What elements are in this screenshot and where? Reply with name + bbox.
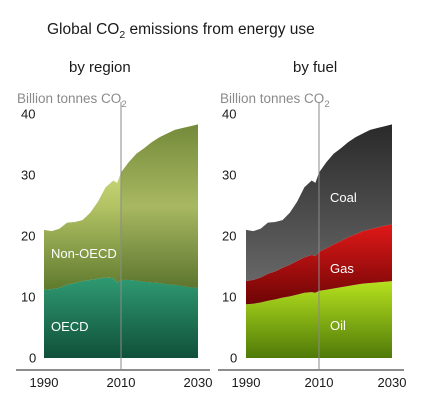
label-gas: Gas [330, 261, 354, 276]
area-non-oecd-projection [121, 124, 198, 288]
figure-title: Global CO2 emissions from energy use [47, 21, 315, 41]
x-tick-label: 2010 [107, 375, 136, 390]
x-tick-label: 1990 [232, 375, 261, 390]
y-tick-label: 30 [222, 168, 236, 183]
left-y-axis-unit: Billion tonnes CO2 [17, 91, 127, 110]
right-y-axis-unit: Billion tonnes CO2 [220, 91, 330, 110]
y-tick-label: 10 [222, 290, 236, 305]
x-tick-label: 2030 [378, 375, 407, 390]
y-tick-label: 30 [21, 168, 35, 183]
x-tick-label: 1990 [30, 375, 59, 390]
y-tick-label: 0 [230, 351, 237, 366]
left-chart-subtitle: by region [69, 59, 131, 76]
right-y-tick-labels: 0 10 20 30 40 [222, 107, 237, 366]
y-tick-label: 40 [222, 107, 236, 122]
y-tick-label: 10 [21, 290, 35, 305]
left-x-tick-labels: 1990 2010 2030 [30, 375, 213, 390]
label-coal: Coal [330, 190, 357, 205]
x-tick-label: 2030 [184, 375, 213, 390]
y-tick-label: 20 [222, 229, 236, 244]
x-tick-label: 2010 [305, 375, 334, 390]
y-tick-label: 40 [21, 107, 35, 122]
y-tick-label: 0 [29, 351, 36, 366]
label-non-oecd: Non-OECD [51, 246, 117, 261]
right-chart-subtitle: by fuel [293, 59, 337, 76]
label-oil: Oil [330, 318, 346, 333]
right-x-tick-labels: 1990 2010 2030 [232, 375, 407, 390]
left-y-tick-labels: 0 10 20 30 40 [21, 107, 36, 366]
y-tick-label: 20 [21, 229, 35, 244]
label-oecd: OECD [51, 319, 89, 334]
